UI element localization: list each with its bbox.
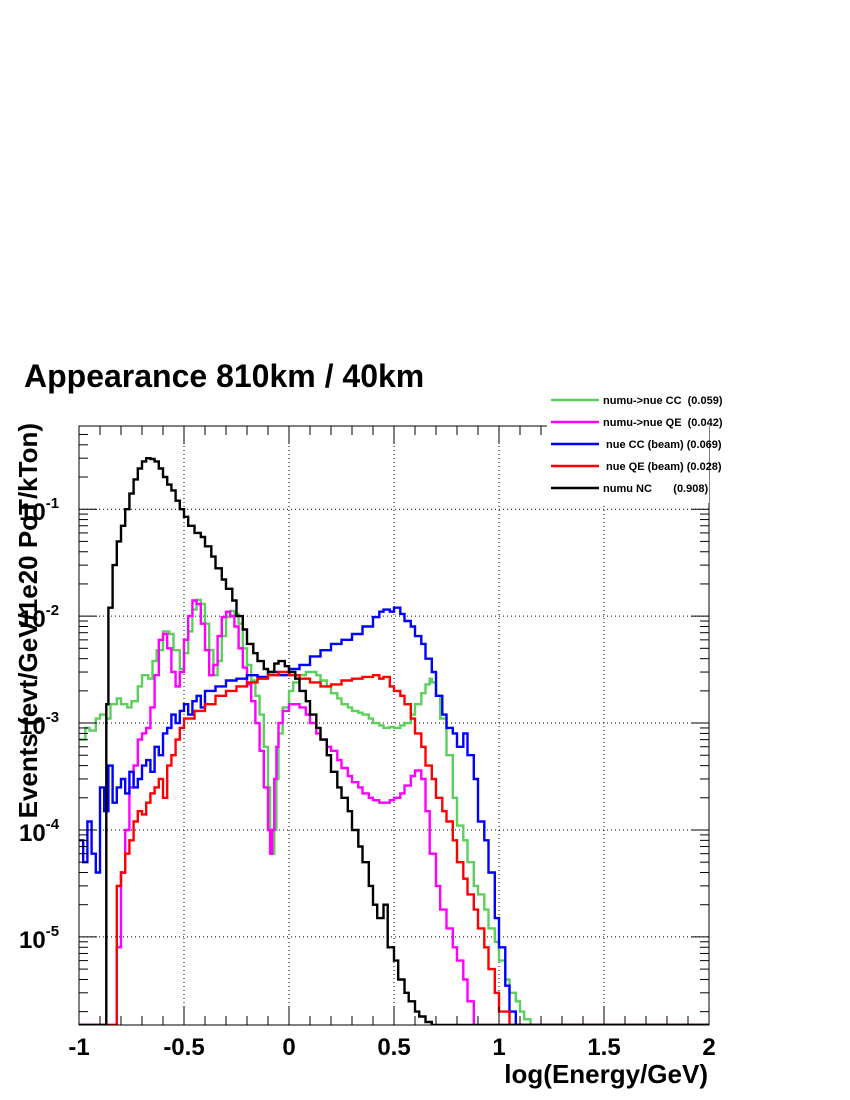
x-axis-label: log(Energy/GeV): [504, 1059, 708, 1089]
y-tick-labels: 10-510-410-310-210-1: [19, 495, 60, 954]
y-axis-label: Events (evt/GeV/1e20 PoT/kTon): [13, 423, 43, 818]
legend-label: numu->nue QE (0.042): [603, 417, 723, 429]
x-tick-labels: -1 -0.5 0 0.5 1 1.5 2: [68, 1034, 715, 1061]
series-line-4: [79, 457, 709, 1025]
y-tick-base: 10: [19, 499, 46, 526]
legend-label: numu NC (0.908): [603, 483, 708, 495]
x-tick-label: 0.5: [377, 1034, 410, 1061]
series-line-1: [79, 599, 709, 1025]
y-tick-base: 10: [19, 820, 46, 847]
y-tick-exponent: -4: [46, 816, 60, 833]
chart-title: Appearance 810km / 40km: [24, 358, 424, 394]
y-tick-label: 10-3: [19, 709, 59, 740]
legend-label: numu->nue CC (0.059): [603, 395, 723, 407]
legend-label: nue QE (beam) (0.028): [603, 461, 722, 473]
plot-frame: [78, 425, 710, 1026]
y-tick-exponent: -5: [46, 923, 59, 940]
y-tick-label: 10-1: [19, 495, 59, 526]
legend: numu->nue CC (0.059) numu->nue QE (0.042)…: [547, 385, 723, 503]
y-tick-exponent: -2: [46, 602, 59, 619]
y-tick-label: 10-5: [19, 923, 59, 954]
y-tick-base: 10: [19, 713, 46, 740]
series-group: [79, 457, 709, 1025]
y-tick-exponent: -3: [46, 709, 59, 726]
axis-ticks: [78, 426, 710, 1025]
y-tick-exponent: -1: [46, 495, 59, 512]
x-tick-label: 1: [492, 1034, 505, 1061]
series-line-3: [79, 670, 709, 1025]
x-tick-label: -0.5: [163, 1034, 204, 1061]
y-tick-base: 10: [19, 606, 46, 633]
y-tick-label: 10-2: [19, 602, 59, 633]
y-tick-label: 10-4: [19, 816, 60, 847]
x-tick-label: -1: [68, 1034, 89, 1061]
legend-label: nue CC (beam) (0.069): [603, 439, 722, 451]
x-tick-label: 1.5: [587, 1034, 620, 1061]
x-tick-label: 0: [282, 1034, 295, 1061]
grid: [79, 426, 709, 1025]
y-tick-base: 10: [19, 927, 46, 954]
x-tick-label: 2: [702, 1034, 715, 1061]
